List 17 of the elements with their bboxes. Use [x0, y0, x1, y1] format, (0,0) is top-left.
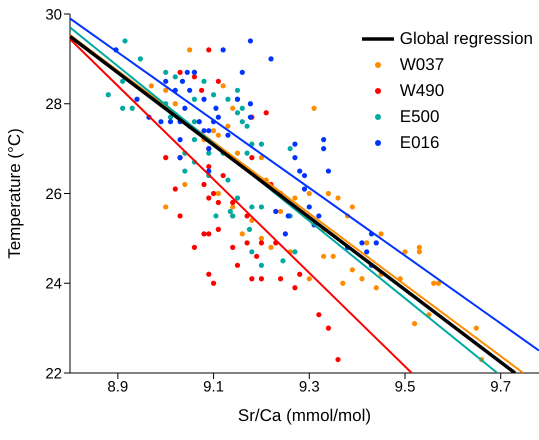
x-tick-label: 8.9	[107, 378, 128, 396]
x-tick-label: 9.3	[298, 378, 320, 396]
legend-label: W490	[400, 80, 444, 102]
y-tick-label: 28	[45, 96, 62, 114]
legend-label: Global regression	[400, 28, 533, 50]
y-tick-label: 22	[45, 365, 62, 382]
x-tick-label: 9.1	[203, 378, 224, 396]
y-tick-label: 24	[45, 276, 62, 293]
legend-label: E500	[400, 106, 440, 128]
y-axis-title: Temperature (°C)	[5, 128, 24, 259]
x-axis-title: Sr/Ca (mmol/mol)	[238, 406, 372, 425]
y-tick-label: 30	[45, 6, 62, 24]
y-tick-label: 26	[45, 186, 62, 203]
x-tick-label: 9.7	[490, 378, 512, 396]
x-tick-label: 9.5	[394, 378, 416, 396]
legend-label: E016	[400, 132, 440, 154]
legend-label: W037	[400, 54, 444, 76]
